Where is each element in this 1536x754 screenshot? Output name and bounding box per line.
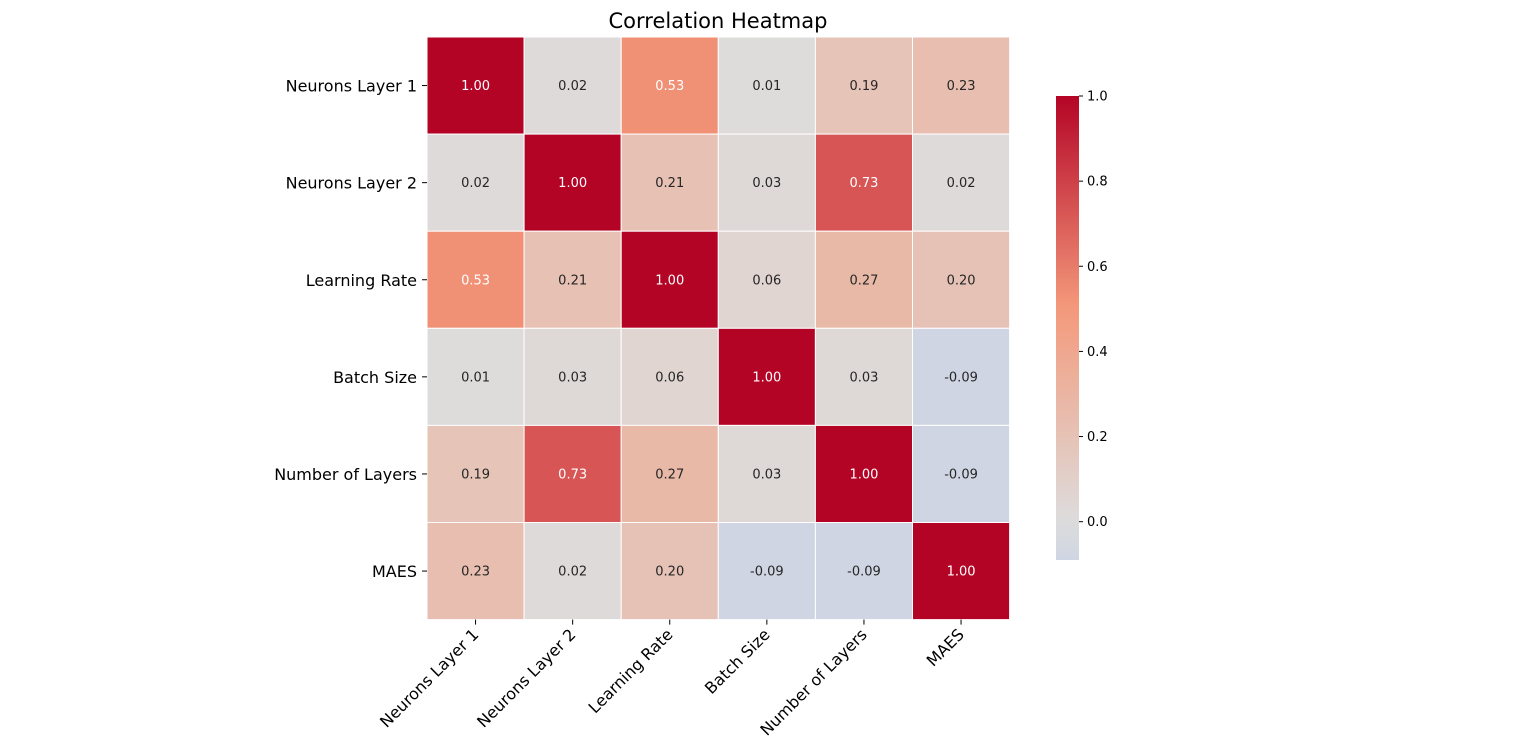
heatmap-cell [717, 230, 816, 329]
colorbar-tick-label: 0.8 [1087, 175, 1108, 190]
colorbar-tick-label: 0.6 [1087, 260, 1108, 275]
heatmap-cell [717, 133, 816, 232]
cell-value-label: 1.00 [558, 176, 587, 191]
colorbar-tick-label: 0.0 [1087, 515, 1108, 530]
cell-value-label: 0.23 [461, 565, 490, 580]
cell-value-label: 0.01 [461, 370, 490, 385]
cell-value-label: 0.03 [558, 370, 587, 385]
x-tick-label: Batch Size [701, 625, 774, 698]
cell-value-label: 1.00 [947, 565, 976, 580]
y-tick-label: MAES [372, 562, 417, 581]
heatmap-cell [523, 36, 622, 135]
cell-value-label: 0.01 [752, 79, 781, 94]
colorbar-tick-label: 1.0 [1087, 90, 1108, 105]
cell-value-label: 0.21 [655, 176, 684, 191]
cell-value-label: 0.20 [947, 273, 976, 288]
heatmap-cell [717, 327, 816, 426]
cell-value-label: 0.53 [655, 79, 684, 94]
heatmap-cell [814, 230, 914, 329]
cell-value-label: 0.23 [947, 79, 976, 94]
colorbar-tick-label: 0.4 [1087, 345, 1108, 360]
heatmap-cell [814, 522, 914, 621]
cell-value-label: 1.00 [461, 79, 490, 94]
cell-value-label: 0.03 [849, 370, 878, 385]
cell-value-label: 0.03 [752, 467, 781, 482]
heatmap-cell [523, 327, 622, 426]
cell-value-label: 0.06 [752, 273, 781, 288]
cell-value-label: 0.73 [849, 176, 878, 191]
heatmap-cell [814, 424, 914, 523]
heatmap-cell [620, 36, 719, 135]
y-tick-label: Number of Layers [274, 465, 417, 484]
cell-value-label: 0.02 [558, 565, 587, 580]
cell-value-label: 1.00 [655, 273, 684, 288]
cell-value-label: 0.06 [655, 370, 684, 385]
y-axis-labels: Neurons Layer 1 Neurons Layer 2 Learning R… [274, 77, 427, 581]
cell-value-label: 0.27 [655, 467, 684, 482]
heatmap-cell [814, 327, 914, 426]
heatmap-cell [912, 522, 1011, 621]
x-tick-label: Neurons Layer 1 [376, 625, 482, 731]
cell-value-label: -0.09 [944, 370, 978, 385]
y-tick-label: Neurons Layer 1 [286, 77, 417, 96]
y-tick-label: Neurons Layer 2 [286, 174, 417, 193]
cell-value-label: 1.00 [849, 467, 878, 482]
cell-value-label: 0.73 [558, 467, 587, 482]
heatmap-cell [814, 36, 914, 135]
cell-value-label: 0.02 [558, 79, 587, 94]
cell-value-label: 0.20 [655, 565, 684, 580]
heatmap-cell [426, 522, 525, 621]
heatmap-cell [912, 424, 1011, 523]
colorbar-gradient [1056, 96, 1079, 560]
cell-value-label: -0.09 [847, 565, 881, 580]
cell-value-label: 0.19 [461, 467, 490, 482]
cell-value-label: 0.21 [558, 273, 587, 288]
heatmap-cell [620, 424, 719, 523]
heatmap-cell [912, 327, 1011, 426]
heatmap-cells: 1.00 0.02 0.53 0.01 0.19 0.23 0.02 1.00 0.21 0.03… [426, 36, 1011, 621]
cell-value-label: 0.02 [461, 176, 490, 191]
colorbar-tick-label: 0.2 [1087, 430, 1108, 445]
cell-value-label: 0.53 [461, 273, 490, 288]
x-tick-label: MAES [923, 625, 968, 670]
heatmap-cell [912, 133, 1011, 232]
heatmap-cell [717, 36, 816, 135]
chart-title: Correlation Heatmap [609, 9, 828, 33]
cell-value-label: -0.09 [944, 467, 978, 482]
heatmap-cell [426, 36, 525, 135]
y-tick-label: Learning Rate [306, 271, 417, 290]
heatmap-cell [426, 424, 525, 523]
heatmap-cell [426, 327, 525, 426]
cell-value-label: 1.00 [752, 370, 781, 385]
cell-value-label: 0.02 [947, 176, 976, 191]
cell-value-label: 0.03 [752, 176, 781, 191]
heatmap-cell [523, 133, 622, 232]
y-tick-label: Batch Size [333, 368, 417, 387]
colorbar: 0.0 0.2 0.4 0.6 0.8 1.0 [1056, 90, 1108, 560]
heatmap-cell [620, 230, 719, 329]
x-tick-label: Neurons Layer 2 [473, 625, 579, 731]
cell-value-label: 0.19 [849, 79, 878, 94]
heatmap-cell [523, 230, 622, 329]
heatmap-cell [912, 230, 1011, 329]
cell-value-label: 0.27 [849, 273, 878, 288]
heatmap-cell [717, 424, 816, 523]
x-tick-label: Number of Layers [756, 625, 870, 739]
heatmap-cell [620, 327, 719, 426]
heatmap-cell [426, 230, 525, 329]
x-tick-label: Learning Rate [584, 625, 676, 717]
heatmap-cell [912, 36, 1011, 135]
cell-value-label: -0.09 [750, 565, 784, 580]
